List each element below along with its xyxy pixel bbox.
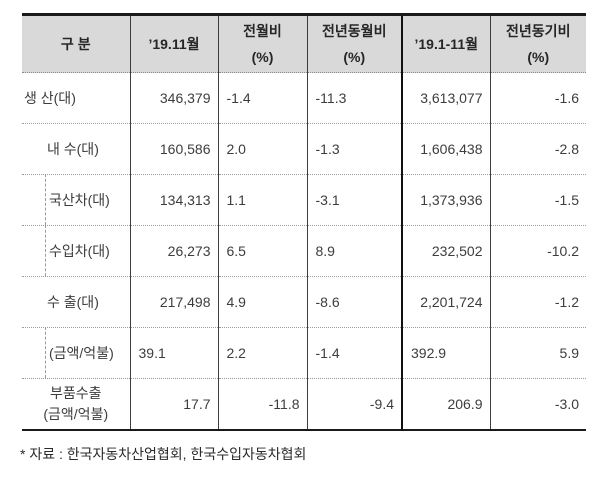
row-label: 내 수(대) — [22, 123, 131, 175]
header-row: 구 분 ’19.11월 전월비 (%) 전년동월비 (%) ’19.1-11월 — [22, 14, 586, 73]
cell-value: 1,373,936 — [402, 174, 491, 226]
cell-value: 217,498 — [130, 276, 219, 328]
row-label: 수 출(대) — [22, 276, 131, 328]
row-label: 부품수출 (금액/억불) — [22, 378, 131, 430]
cell-value: 4.9 — [218, 276, 308, 328]
cell-value: -10.2 — [547, 243, 579, 259]
cell-value: 2.0 — [218, 123, 308, 175]
cell-value: -8.6 — [307, 276, 403, 328]
col-header-text: 전년동월비 — [322, 23, 387, 39]
col-header-category: 구 분 — [22, 14, 131, 73]
cell-value: 39.1 — [130, 327, 219, 379]
cell-value: 26,273 — [130, 225, 219, 277]
col-header-text: (%) — [527, 49, 550, 65]
col-header-text: (%) — [343, 49, 366, 65]
col-header-month-nov19: ’19.11월 — [130, 14, 219, 73]
col-header-jan-nov19: ’19.1-11월 — [402, 14, 491, 73]
col-header-mom-change: 전월비 (%) — [218, 14, 308, 73]
cell-value: -2.8 — [554, 141, 579, 157]
cell-value: -1.2 — [554, 294, 579, 310]
cell-value: -1.4 — [307, 327, 403, 379]
col-header-text: (%) — [251, 49, 274, 65]
cell-value: -1.6 — [554, 90, 579, 106]
row-label-line2: (금액/억불) — [43, 406, 109, 422]
col-header-text: ’19.11월 — [148, 36, 200, 52]
cell-value: 206.9 — [402, 378, 491, 430]
cell-value: -3.0 — [554, 396, 579, 412]
col-header-text: 구 분 — [60, 36, 91, 52]
col-header-yoy-month-change: 전년동월비 (%) — [307, 14, 403, 73]
cell-value: 17.7 — [130, 378, 219, 430]
row-label: (금액/억불) — [22, 326, 131, 379]
source-footnote: * 자료 : 한국자동차산업협회, 한국수입자동차협회 — [20, 446, 307, 462]
cell-value: 346,379 — [130, 72, 219, 124]
table-row-exports: 수 출(대) 217,498 4.9 -8.6 2,201,724 -1.2 — [22, 276, 586, 328]
cell-value: 392.9 — [402, 327, 491, 379]
cell-value: -1.3 — [307, 123, 403, 175]
cell-value: 2.2 — [218, 327, 308, 379]
col-header-text: 전년동기비 — [506, 23, 571, 39]
table-row-export-amount: (금액/억불) 39.1 2.2 -1.4 392.9 5.9 — [22, 326, 586, 379]
cell-value: 160,586 — [130, 123, 219, 175]
cell-value: 1.1 — [218, 174, 308, 226]
cell-value: -3.1 — [307, 174, 403, 226]
col-header-yoy-period-change: 전년동기비 (%) — [490, 14, 586, 73]
cell-value: -1.4 — [218, 72, 308, 124]
cell-value: 232,502 — [402, 225, 491, 277]
col-header-text: ’19.1-11월 — [414, 36, 478, 52]
cell-value: 3,613,077 — [402, 72, 491, 124]
cell-value: 134,313 — [130, 174, 219, 226]
auto-industry-stats-table: 구 분 ’19.11월 전월비 (%) 전년동월비 (%) ’19.1-11월 — [22, 13, 586, 431]
table-body: 생 산(대) 346,379 -1.4 -11.3 3,613,077 -1.6… — [22, 72, 586, 430]
cell-value: 6.5 — [218, 225, 308, 277]
cell-value: 1,606,438 — [402, 123, 491, 175]
cell-value: -1.5 — [554, 192, 579, 208]
cell-value: -9.4 — [307, 378, 403, 430]
row-label-line1: 부품수출 — [49, 385, 102, 401]
table-row-domestic-cars: 국산차(대) 134,313 1.1 -3.1 1,373,936 -1.5 — [22, 173, 586, 226]
cell-value: 2,201,724 — [402, 276, 491, 328]
col-header-text: 전월비 — [243, 23, 282, 39]
table-header: 구 분 ’19.11월 전월비 (%) 전년동월비 (%) ’19.1-11월 — [22, 14, 586, 73]
table-row-production: 생 산(대) 346,379 -1.4 -11.3 3,613,077 -1.6 — [22, 72, 586, 124]
table-row-parts-exports: 부품수출 (금액/억불) 17.7 -11.8 -9.4 206.9 -3.0 — [22, 378, 586, 430]
cell-value: 5.9 — [559, 345, 579, 361]
row-label: 수입차(대) — [22, 224, 131, 277]
table-row-domestic-sales: 내 수(대) 160,586 2.0 -1.3 1,606,438 -2.8 — [22, 123, 586, 175]
table-row-imported-cars: 수입차(대) 26,273 6.5 8.9 232,502 -10.2 — [22, 224, 586, 277]
row-label: 국산차(대) — [22, 173, 131, 226]
cell-value: -11.3 — [307, 72, 403, 124]
cell-value: 8.9 — [307, 225, 403, 277]
cell-value: -11.8 — [218, 378, 308, 430]
row-label: 생 산(대) — [22, 72, 131, 124]
